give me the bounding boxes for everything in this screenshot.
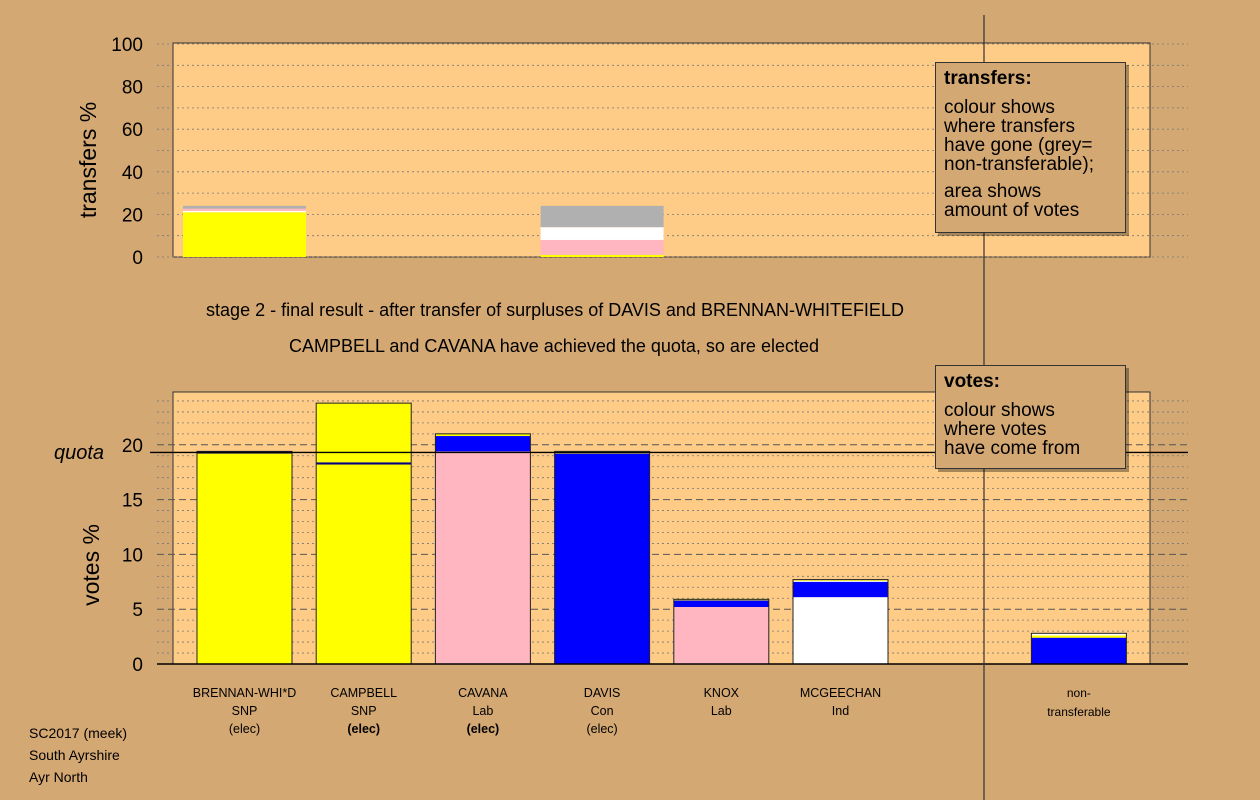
transfers-bar-segment <box>183 212 306 257</box>
transfers-legend-text: colour shows where transfers have gone (… <box>944 97 1094 175</box>
transfers-tick-label: 80 <box>122 78 143 99</box>
votes-legend-title: votes: <box>944 371 1000 392</box>
footer-ward: Ayr North <box>29 769 88 785</box>
votes-bar-segment <box>435 436 531 452</box>
votes-bar-segment <box>316 464 412 664</box>
category-name: CAMPBELL <box>330 686 397 700</box>
transfers-bar-segment <box>183 205 306 209</box>
category-name: CAVANA <box>458 686 508 700</box>
votes-bar-segment <box>673 607 769 664</box>
votes-tick-label: 5 <box>132 600 143 621</box>
transfers-legend-title: transfers: <box>944 68 1032 89</box>
transfers-bar-segment <box>183 208 306 211</box>
votes-bar-segment <box>673 599 769 601</box>
transfers-legend-text-2: area shows amount of votes <box>944 181 1080 221</box>
footer-council: South Ayrshire <box>29 747 120 763</box>
transfers-legend: transfers: colour shows where transfers … <box>935 62 1126 233</box>
transfers-bar-segment <box>183 210 306 213</box>
footer: SC2017 (meek) South Ayrshire Ayr North <box>29 722 127 788</box>
category-party: transferable <box>1047 705 1111 719</box>
votes-bar-segment <box>316 403 412 463</box>
category-name: MCGEECHAN <box>800 686 881 700</box>
votes-axis-label: votes % <box>78 524 104 606</box>
votes-tick-label: 15 <box>122 491 143 512</box>
transfers-axis-label: transfers % <box>75 102 101 218</box>
transfers-tick-label: 0 <box>132 248 143 269</box>
stage-subtitle: CAMPBELL and CAVANA have achieved the qu… <box>289 336 819 356</box>
category-labels: BRENNAN-WHI*D SNP (elec) CAMPBELL SNP (elec) C… <box>193 686 1111 736</box>
votes-legend: votes: colour shows where votes have com… <box>935 365 1126 469</box>
category-name: DAVIS <box>584 686 621 700</box>
votes-bar-segment <box>316 462 412 465</box>
category-party: Ind <box>832 704 849 718</box>
votes-bar-segment <box>197 453 292 664</box>
transfers-tick-label: 100 <box>111 35 143 56</box>
votes-tick-label: 0 <box>132 655 143 676</box>
category-status: (elec) <box>467 722 500 736</box>
votes-bar-segment <box>554 453 650 664</box>
category-name: KNOX <box>704 686 740 700</box>
transfers-tick-label: 20 <box>122 205 143 226</box>
votes-bar-segment <box>793 581 888 598</box>
stage-title: stage 2 - final result - after transfer … <box>206 300 904 320</box>
transfers-bar-segment <box>540 227 664 240</box>
votes-bar-segment <box>435 451 531 664</box>
transfers-bar-segment <box>540 239 664 255</box>
transfers-bar-segment <box>540 254 664 257</box>
category-status: (elec) <box>229 722 260 736</box>
category-status: (elec) <box>347 722 380 736</box>
category-party: SNP <box>351 704 377 718</box>
category-party: Con <box>591 704 614 718</box>
category-party: Lab <box>472 704 493 718</box>
votes-tick-label: 20 <box>122 436 143 457</box>
votes-bar-segment <box>793 597 888 664</box>
votes-legend-text: colour shows where votes have come from <box>944 400 1081 459</box>
footer-election: SC2017 (meek) <box>29 725 128 741</box>
category-party: SNP <box>232 704 258 718</box>
category-party: Lab <box>711 704 732 718</box>
votes-bar-segment <box>793 580 888 582</box>
votes-bar-segment <box>673 600 769 608</box>
votes-bar-segment <box>1031 637 1127 664</box>
votes-bar-segment <box>1031 633 1127 636</box>
votes-tick-label: 10 <box>122 545 143 566</box>
votes-bar-segment <box>1031 635 1127 638</box>
category-name: non- <box>1067 686 1091 700</box>
quota-label: quota <box>54 442 104 464</box>
transfers-tick-label: 60 <box>122 120 143 141</box>
votes-bar-segment <box>435 433 531 437</box>
votes-bar-segment <box>793 579 888 581</box>
transfers-tick-label: 40 <box>122 163 143 184</box>
transfers-bar-segment <box>540 205 664 228</box>
category-status: (elec) <box>586 722 617 736</box>
category-name: BRENNAN-WHI*D <box>193 686 296 700</box>
